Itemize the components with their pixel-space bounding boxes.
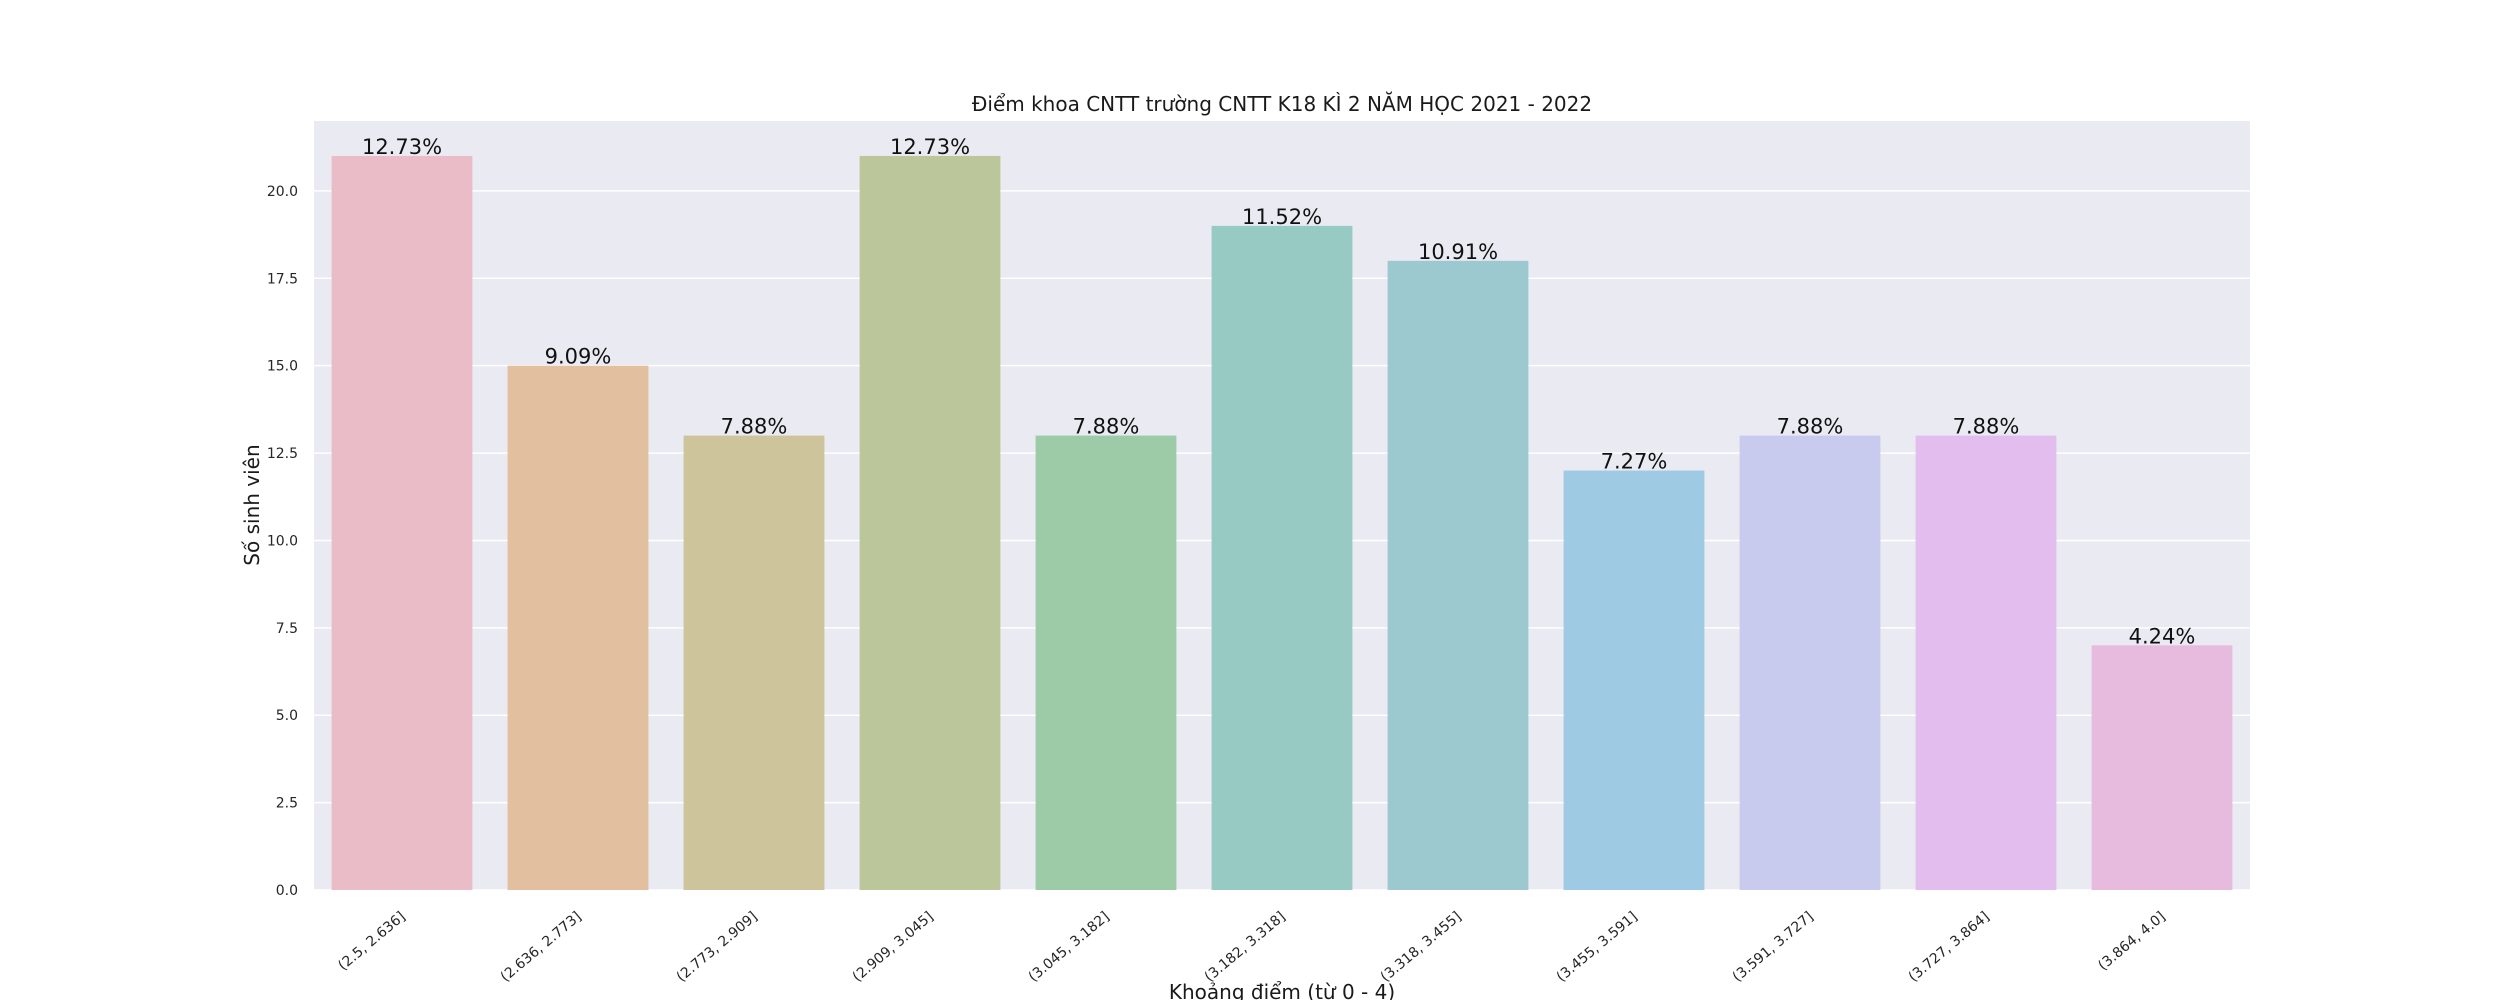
bar (1211, 225, 1353, 890)
x-tick-label: (3.182, 3.318] (1202, 909, 1289, 986)
bar (2091, 645, 2233, 890)
y-tick-label: 7.5 (276, 621, 298, 637)
bar-value-label: 7.88% (1777, 415, 1844, 439)
bars (331, 155, 2233, 891)
bar (683, 435, 825, 890)
y-tick-label: 10.0 (267, 533, 298, 549)
bar-value-label: 9.09% (545, 345, 612, 369)
bar-value-label: 7.88% (1073, 415, 1140, 439)
x-tick-label: (3.864, 4.0] (2095, 909, 2168, 974)
chart-title: Điểm khoa CNTT trường CNTT K18 KÌ 2 NĂM … (972, 92, 1592, 116)
bar-value-label: 12.73% (890, 135, 970, 159)
bar (1563, 470, 1705, 890)
bar (1387, 260, 1529, 890)
x-tick-label: (2.773, 2.909] (674, 909, 761, 986)
bar-value-label: 7.88% (1953, 415, 2020, 439)
data-labels: 12.73% 9.09% 7.88% 12.73% 7.88% 11.52% 10.91% 7… (362, 135, 2195, 648)
x-tick-label: (3.591, 3.727] (1730, 909, 1817, 986)
bar-value-label: 4.24% (2129, 624, 2196, 648)
bar-value-label: 11.52% (1242, 205, 1322, 229)
x-tick-label: (3.455, 3.591] (1554, 909, 1641, 986)
x-tick-label: (3.045, 3.182] (1026, 909, 1113, 986)
bar-value-label: 12.73% (362, 135, 442, 159)
bar-value-label: 7.88% (721, 415, 788, 439)
bar (1739, 435, 1881, 890)
bar (859, 155, 1001, 891)
y-tick-label: 2.5 (276, 796, 298, 812)
y-tick-label: 5.0 (276, 708, 298, 724)
x-axis-ticks: (2.5, 2.636] (2.636, 2.773] (2.773, 2.909]… (335, 909, 2168, 986)
y-tick-label: 15.0 (267, 359, 298, 375)
y-axis-label: Số sinh viên (240, 444, 264, 565)
x-tick-label: (2.909, 3.045] (850, 909, 937, 986)
bar (507, 365, 649, 890)
bar-value-label: 7.27% (1601, 450, 1668, 474)
bar-value-label: 10.91% (1418, 240, 1498, 264)
x-tick-label: (3.727, 3.864] (1906, 909, 1993, 986)
x-tick-label: (2.636, 2.773] (498, 909, 585, 986)
y-tick-label: 20.0 (267, 184, 298, 200)
x-tick-label: (3.318, 3.455] (1378, 909, 1465, 986)
bar (1915, 435, 2057, 890)
x-tick-label: (2.5, 2.636] (335, 909, 408, 974)
bar (331, 155, 473, 891)
y-tick-label: 0.0 (276, 883, 298, 899)
bar (1035, 435, 1177, 890)
y-axis-ticks: 0.0 2.5 5.0 7.5 10.0 12.5 15.0 17.5 20.0 (267, 184, 298, 899)
y-tick-label: 17.5 (267, 271, 298, 287)
x-axis-label: Khoảng điểm (từ 0 - 4) (1169, 980, 1395, 1000)
y-tick-label: 12.5 (267, 446, 298, 462)
